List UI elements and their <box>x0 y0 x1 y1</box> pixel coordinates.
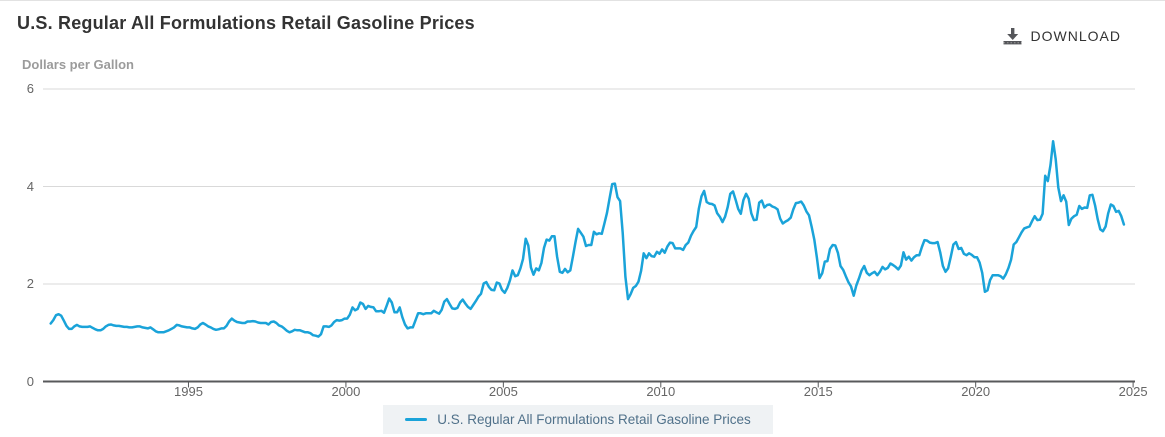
x-tick-label: 1995 <box>174 384 203 399</box>
plot-area[interactable] <box>0 1 1165 401</box>
x-tick-label: 2015 <box>803 384 833 399</box>
price-line-chart: 0 2 4 6 1995 2000 2005 2010 2015 2020 2025 <box>0 1 1165 401</box>
y-tick-label: 6 <box>26 81 34 96</box>
legend-line-swatch <box>405 418 428 421</box>
download-label: DOWNLOAD <box>1030 28 1121 44</box>
y-tick-label: 4 <box>26 178 34 194</box>
y-axis-unit-label: Dollars per Gallon <box>22 57 134 72</box>
download-button[interactable]: DOWNLOAD <box>1003 23 1121 49</box>
page-title: U.S. Regular All Formulations Retail Gas… <box>17 13 475 33</box>
legend[interactable]: U.S. Regular All Formulations Retail Gas… <box>383 405 773 434</box>
x-tick-label: 2010 <box>646 384 676 399</box>
y-tick-label: 0 <box>26 373 34 389</box>
x-tick-label: 2020 <box>961 384 991 399</box>
x-tick-label: 2000 <box>331 384 361 399</box>
x-tick-label: 2025 <box>1118 384 1148 399</box>
x-tick-label: 2005 <box>488 384 518 399</box>
price-line-series[interactable] <box>49 139 1126 338</box>
download-icon <box>1003 28 1022 45</box>
legend-label: U.S. Regular All Formulations Retail Gas… <box>437 412 751 427</box>
y-tick-label: 2 <box>26 276 34 291</box>
